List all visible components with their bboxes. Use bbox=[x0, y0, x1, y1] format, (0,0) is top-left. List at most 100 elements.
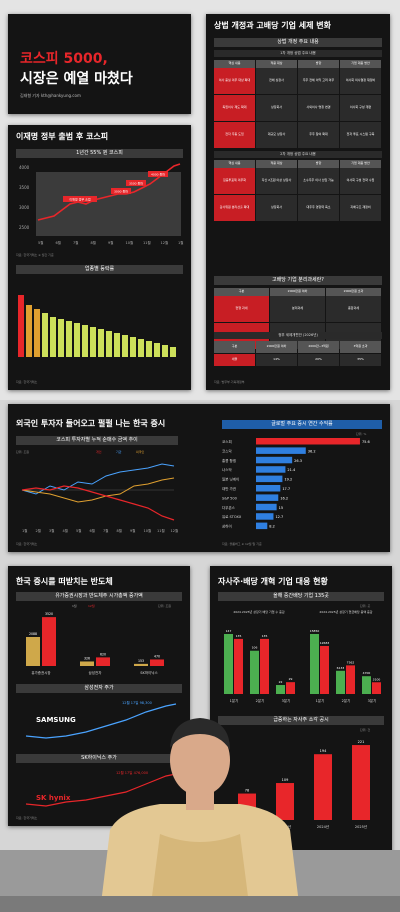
table-cell: 이사회 의사결정 재정비 bbox=[340, 68, 381, 94]
semi-bar bbox=[150, 659, 164, 666]
table-cell: 이사회 구성 개편 bbox=[340, 95, 381, 121]
law-table1-sub: 1차 개정 상법 주요 내용 bbox=[214, 50, 382, 57]
table-cell: 전자 투표 시스템 구축 bbox=[340, 122, 381, 148]
table-cell: 전자 주총 도입 bbox=[214, 122, 255, 148]
kospi-line bbox=[37, 163, 181, 221]
buyback-chart: 782022년1092023년1942024년2212025년 bbox=[238, 740, 370, 829]
dividend-category: 2분기 bbox=[342, 698, 351, 703]
dividend-bar bbox=[286, 682, 295, 694]
semi-legend-dec: 12월 bbox=[88, 604, 95, 608]
returns-label: 나스닥 bbox=[222, 467, 232, 472]
returns-chart: 코스피 75.6 코스닥 36.2 홍콩 항셍 26.3 나스닥 21.4 일본 닛케이 19.2… bbox=[222, 438, 370, 530]
buyback-value: 194 bbox=[320, 749, 327, 753]
semi-unit: 단위: 조원 bbox=[158, 604, 172, 608]
institution-line bbox=[21, 477, 175, 503]
foreign-x-tick: 11월 bbox=[157, 528, 165, 533]
law-note: 자료: 법무부·기획재정부 bbox=[214, 380, 245, 384]
law-title: 상법 개정과 고배당 기업 세제 변화 bbox=[214, 21, 331, 30]
semi-bar bbox=[80, 661, 94, 666]
returns-label: 일본 닛케이 bbox=[222, 477, 239, 482]
semi-value: 2088 bbox=[29, 632, 37, 636]
sector-bar bbox=[26, 305, 32, 357]
foreign-x-tick: 5월 bbox=[76, 528, 81, 533]
table-header-cell: 2000만원 초과 bbox=[326, 288, 381, 296]
table-cell: 주주 참여 확대 bbox=[298, 122, 339, 148]
table-cell: 2000만원 이하 bbox=[256, 341, 297, 353]
returns-bar bbox=[256, 503, 277, 511]
kospi-event-box bbox=[126, 180, 146, 186]
dividend-bar bbox=[224, 634, 233, 694]
semi-category: 삼성전자 bbox=[89, 670, 103, 675]
dividend-value: 12683 bbox=[320, 641, 330, 645]
table-cell: 집중투표제 의무화 bbox=[214, 168, 255, 194]
table-header-cell: 2000만원 이하 bbox=[270, 288, 325, 296]
semi-title: 한국 증시를 떠받치는 반도체 bbox=[16, 577, 113, 586]
foreign-x-tick: 10월 bbox=[144, 528, 152, 533]
foreign-x-tick: 12월 bbox=[171, 528, 179, 533]
semi-bar bbox=[134, 663, 148, 666]
sector-bar bbox=[42, 313, 48, 357]
kospi-title: 이재명 정부 출범 후 코스피 bbox=[16, 132, 109, 141]
table-header-cell: 핵심 내용 bbox=[214, 60, 255, 68]
table-cell: 2000만~3억원 bbox=[298, 341, 339, 353]
dividend-category: 1분기 bbox=[316, 698, 325, 703]
semi-value: 620 bbox=[100, 652, 106, 656]
sector-chart bbox=[18, 295, 176, 357]
table-cell: 35% bbox=[340, 354, 381, 366]
dividend-value: 135 bbox=[262, 634, 268, 638]
sector-bar bbox=[138, 339, 144, 357]
samsung-logo: SAMSUNG bbox=[36, 716, 76, 724]
returns-value: 36.2 bbox=[308, 449, 316, 453]
individual-line bbox=[21, 463, 175, 495]
dividend-value: 6133 bbox=[337, 666, 345, 670]
semi-legend-jan: 1월 bbox=[72, 604, 77, 608]
buyback-bar bbox=[276, 783, 294, 820]
dividend-bar bbox=[346, 665, 355, 694]
law-panel: 상법 개정과 고배당 기업 세제 변화 상법 개정 주요 내용 1차 개정 상법… bbox=[206, 14, 390, 390]
kospi-x-tick: 11월 bbox=[143, 240, 151, 245]
hynix-high-label: 12월 17일 476,000 bbox=[116, 770, 148, 775]
semi-bar bbox=[96, 657, 110, 666]
returns-value: 21.4 bbox=[287, 468, 296, 472]
foreign-title: 외국인 투자자 들어오고 펄펄 나는 한국 증시 bbox=[16, 419, 166, 428]
kospi-y-tick: 3500 bbox=[19, 185, 30, 190]
returns-label: 코스닥 bbox=[222, 448, 232, 453]
sector-bar bbox=[34, 309, 40, 357]
returns-value: 12.7 bbox=[275, 515, 283, 519]
returns-value: 8.2 bbox=[269, 525, 275, 529]
foreign-x-tick: 2월 bbox=[36, 528, 41, 533]
foreign-note: 자료: 한국거래소 bbox=[16, 542, 38, 546]
returns-bar bbox=[256, 456, 293, 464]
buyback-unit2: 단위: 건 bbox=[360, 728, 371, 732]
dividend-value: 4700 bbox=[363, 671, 371, 675]
samsung-chart: SAMSUNG 12월 17일 98,300 bbox=[25, 700, 177, 739]
table-header-cell: 기업 대응 방안 bbox=[340, 60, 381, 68]
dividend-bar bbox=[362, 676, 371, 694]
sector-bar bbox=[154, 343, 160, 357]
hynix-sub: SK하이닉스 주가 bbox=[16, 754, 182, 763]
legend-individual: 개인 bbox=[96, 450, 102, 454]
table-header-cell: 방향 bbox=[298, 60, 339, 68]
dividend-charts: 147 135 1분기 106 135 2분기 22 29 3분기 15850 12683 1분기 61… bbox=[224, 629, 381, 703]
dividend-category: 3분기 bbox=[282, 698, 291, 703]
law-table1-title: 상법 개정 주요 내용 bbox=[214, 38, 382, 47]
semi-value: 470 bbox=[154, 654, 160, 658]
table-cell: 20% bbox=[298, 354, 339, 366]
table-cell: 전체 상장사 bbox=[256, 68, 297, 94]
table-cell: 상장회사 bbox=[256, 95, 297, 121]
hero-panel: 코스피 5000, 시장은 예열 마쳤다 김태형 기자 kth@hankyung… bbox=[8, 14, 191, 114]
sector-bar bbox=[74, 323, 80, 357]
hero-title-line1: 코스피 5000, bbox=[20, 51, 108, 67]
table-cell: 현행 과세 bbox=[214, 296, 269, 322]
returns-value: 17.7 bbox=[282, 487, 290, 491]
foreign-x-tick: 4월 bbox=[63, 528, 68, 533]
dividend-value: 147 bbox=[226, 629, 232, 633]
sector-bar bbox=[130, 337, 136, 357]
dividend-bar bbox=[250, 650, 259, 694]
kospi-x-tick: 12월 bbox=[161, 240, 169, 245]
hynix-line bbox=[25, 773, 177, 807]
sector-bar bbox=[122, 335, 128, 357]
dividend-category: 1분기 bbox=[230, 698, 239, 703]
hero-byline: 김태형 기자 kth@hankyung.com bbox=[20, 93, 81, 98]
sector-note: 자료: 한국거래소 bbox=[16, 380, 38, 384]
